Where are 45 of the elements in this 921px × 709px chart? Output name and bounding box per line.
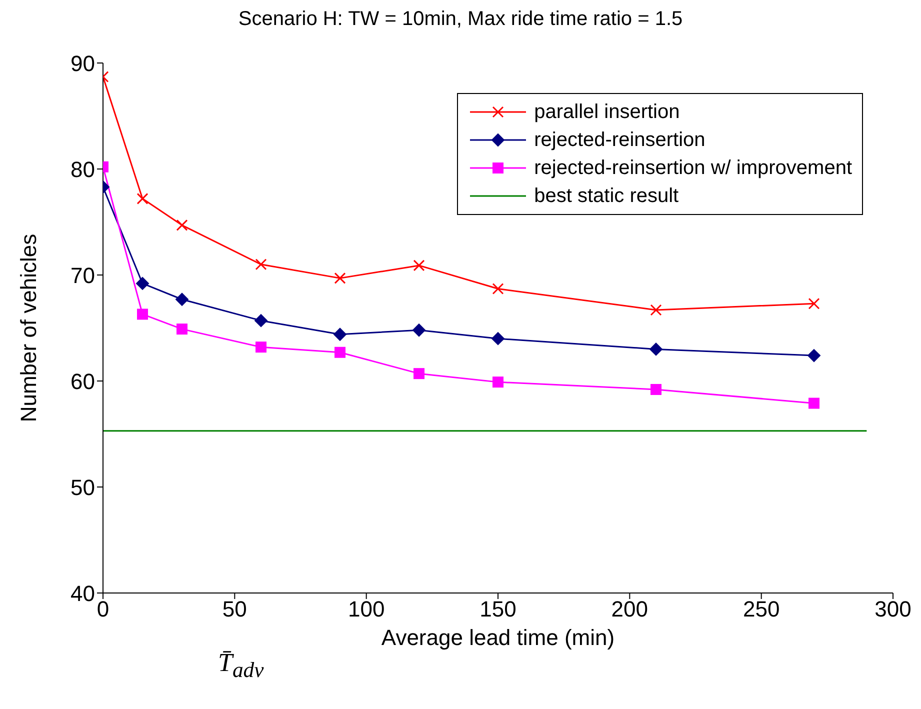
legend-label: rejected-reinsertion w/ improvement [534,156,852,180]
point [334,272,346,284]
chart-title: Scenario H: TW = 10min, Max ride time ratio = 1.5 [237,8,684,31]
x-tick-label: 300 [874,596,912,622]
y-tick-label: 40 [70,580,95,606]
point [334,328,346,341]
point [492,283,504,295]
point [137,308,148,320]
y-tick-label: 90 [70,50,95,76]
point [808,349,820,362]
x-tick-label: 0 [96,596,110,622]
x-tick-label: 150 [480,596,516,622]
legend-label: parallel insertion [534,100,680,124]
x-tick-label: 100 [348,596,385,622]
point [808,398,820,409]
point [334,346,346,358]
legend-label: best static result [534,184,679,208]
x-tick-label: 50 [222,596,247,622]
legend-label: rejected-reinsertion [534,128,706,152]
point [412,324,426,337]
point [413,260,425,272]
point [650,384,662,395]
y-tick-label: 70 [70,262,95,288]
y-tick-label: 80 [70,156,95,182]
point [492,332,504,346]
text: T̄$_{adv}$ [218,648,264,684]
x-tick-label: 200 [611,596,648,622]
point [176,324,188,335]
point [136,192,148,204]
point [414,368,424,380]
point [650,304,662,316]
point [808,298,820,310]
point [176,292,188,306]
x-axis-title: Average lead time (min) [381,625,615,650]
point [256,342,266,353]
y-tick-label: 60 [70,368,95,394]
point [650,342,662,356]
point [254,314,268,328]
y-tick-label: 50 [70,474,95,500]
point [255,258,267,270]
point [176,219,188,231]
y-axis-title: Number of vehicles [16,234,41,422]
point [136,276,149,290]
point [492,376,504,388]
x-tick-label: 250 [742,596,780,622]
